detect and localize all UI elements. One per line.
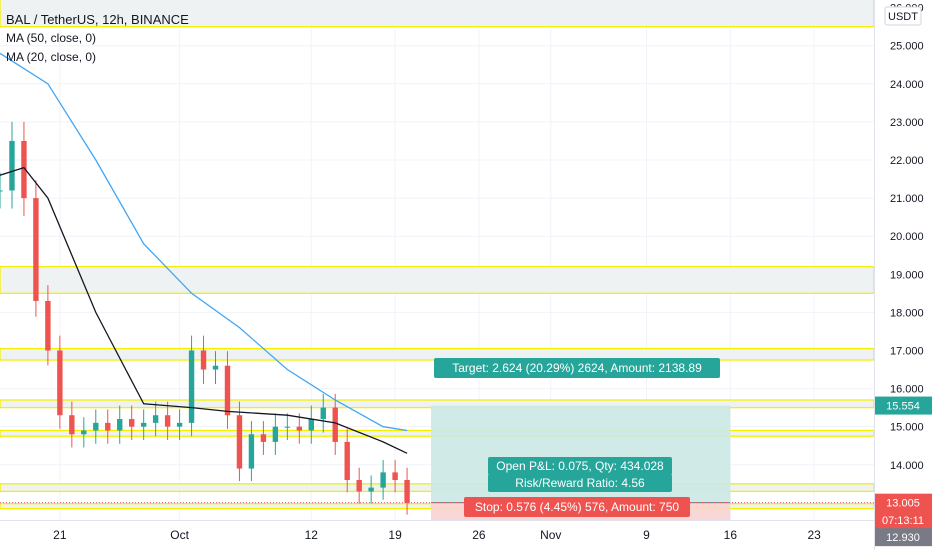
currency-label: USDT [888, 11, 918, 23]
time-tick-label: Oct [170, 528, 189, 542]
price-tick-label: 23.000 [890, 117, 924, 129]
price-bar-body [404, 480, 410, 503]
price-bar-body [0, 190, 3, 192]
price-bar-body [380, 472, 386, 488]
price-bar-body [93, 422, 99, 431]
price-tag-label: 12.930 [886, 532, 920, 544]
time-tick-label: 23 [807, 528, 821, 542]
target-label-bg [434, 358, 720, 378]
time-tick-label: 19 [388, 528, 402, 542]
moving-averages [0, 52, 408, 454]
price-tick-label: 15.000 [890, 422, 924, 434]
price-tick-label: 16.000 [890, 384, 924, 396]
price-zone [0, 266, 875, 294]
indicator-ma20[interactable]: MA (20, close, 0) [6, 50, 97, 64]
price-bar-body [33, 198, 39, 301]
position-labels: Target: 2.624 (20.29%) 2624, Amount: 213… [434, 358, 720, 517]
ma50-line [0, 52, 408, 432]
time-tick-label: 21 [53, 528, 67, 542]
price-bar-body [69, 415, 75, 435]
price-tick-label: 25.000 [890, 41, 924, 53]
time-tick-label: Nov [540, 528, 561, 542]
ratio-label: Risk/Reward Ratio: 4.56 [515, 476, 645, 490]
price-tick-label: 18.000 [890, 307, 924, 319]
price-bar-body [9, 140, 15, 191]
price-tick-label: 22.000 [890, 155, 924, 167]
price-tick-label: 19.000 [890, 269, 924, 281]
price-tick-label: 20.000 [890, 231, 924, 243]
price-bar-body [57, 350, 63, 416]
price-bar-body [356, 480, 362, 492]
price-bar-body [248, 434, 255, 469]
time-tick-label: 9 [643, 528, 650, 542]
price-tag-bg [875, 511, 932, 529]
legend: BAL / TetherUS, 12h, BINANCE MA (50, clo… [6, 10, 189, 67]
price-bar-body [129, 419, 135, 427]
time-tick-label: 12 [305, 528, 319, 542]
price-bar-body [284, 426, 291, 428]
stop-label-bg [464, 497, 690, 517]
price-tag-bg [875, 396, 932, 415]
time-tick-label: 16 [724, 528, 738, 542]
price-bar-body [117, 419, 123, 431]
price-bar-body [188, 350, 195, 423]
price-bars [0, 121, 410, 515]
target-label: Target: 2.624 (20.29%) 2624, Amount: 213… [452, 361, 702, 375]
price-tick-label: 21.000 [890, 193, 924, 205]
price-tag-bg [875, 528, 932, 547]
price-bar-body [152, 415, 159, 423]
indicator-ma50[interactable]: MA (50, close, 0) [6, 31, 97, 45]
price-tick-label: 24.000 [890, 79, 924, 91]
price-bar-body [344, 441, 350, 480]
price-bar-body [21, 140, 27, 199]
price-bar-body [332, 407, 338, 442]
price-bar-body [176, 422, 183, 427]
price-tick-label: 14.000 [890, 460, 924, 472]
pnl-label-bg [488, 457, 672, 475]
price-tag-label: 13.005 [886, 498, 920, 510]
time-tick-label: 26 [472, 528, 486, 542]
price-bar-body [45, 300, 51, 351]
price-bar-body [368, 487, 374, 492]
price-tag-label: 07:13:11 [882, 515, 924, 527]
price-bar-body [296, 426, 303, 431]
price-tick-label: 17.000 [890, 345, 924, 357]
price-bar-body [272, 426, 279, 442]
price-bar-body [224, 365, 231, 416]
currency-box [884, 6, 922, 26]
price-bar-body [164, 415, 171, 427]
price-bar-body [392, 472, 398, 480]
chart-title: BAL / TetherUS, 12h, BINANCE [6, 12, 189, 27]
price-bar-body [200, 350, 207, 370]
ma20-line [0, 166, 408, 454]
price-bar-body [308, 419, 314, 431]
price-tag-label: 15.554 [886, 401, 920, 413]
price-bar-body [212, 365, 219, 370]
price-bar-body [105, 422, 111, 431]
price-bar-body [260, 434, 267, 442]
stop-label: Stop: 0.576 (4.45%) 576, Amount: 750 [475, 500, 679, 514]
price-bar-body [81, 430, 87, 435]
price-tag-bg [875, 493, 932, 512]
price-bar-body [236, 415, 243, 469]
price-bar-body [140, 422, 147, 427]
ratio-label-bg [488, 474, 672, 492]
pnl-label: Open P&L: 0.075, Qty: 434.028 [496, 459, 664, 473]
price-bar-body [320, 407, 326, 420]
